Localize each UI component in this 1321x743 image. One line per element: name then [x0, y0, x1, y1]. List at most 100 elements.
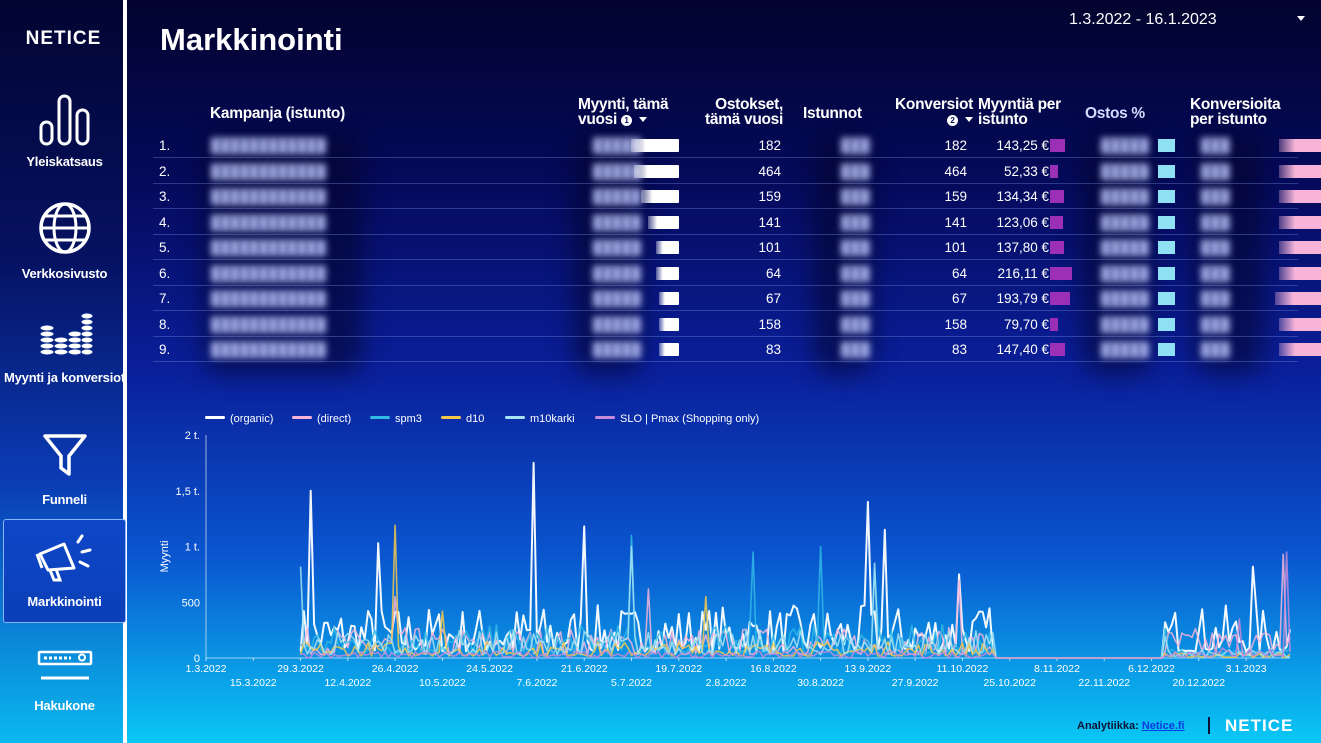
table-row[interactable]: 7. ████████████ █████ 67 ███ 67 193,79 €… [153, 286, 1321, 311]
col-header-sessions[interactable]: Istunnot [803, 105, 862, 122]
footer-brand-logo: NETICE [1225, 716, 1294, 735]
col-header-sales[interactable]: Myynti, tämä vuosi 1 [578, 97, 688, 128]
sales-value-redacted: █████ [593, 138, 641, 153]
sessions-value-redacted: ███ [841, 316, 870, 332]
sales-per-session-bar [1050, 139, 1065, 152]
x-tick-label: 29.3.2022 [277, 663, 324, 675]
sales-per-session-bar [1050, 266, 1072, 280]
footer-credit: Analytiikka: Netice.fi [1077, 720, 1185, 732]
col-header-purchase-pct[interactable]: Ostos % [1085, 105, 1145, 122]
col-header-conv-per-session[interactable]: Konversioita per istunto [1190, 96, 1281, 128]
sales-bar [634, 164, 679, 178]
legend-label: (organic) [230, 413, 274, 425]
legend-item-organic[interactable]: (organic) [205, 413, 273, 425]
sessions-value-redacted: ███ [841, 240, 870, 255]
footer-divider [1208, 717, 1210, 734]
nav-item-yleiskatsaus[interactable]: Yleiskatsaus [3, 90, 126, 170]
row-rank: 7. [159, 291, 171, 306]
purchases-value: 83 [765, 342, 781, 357]
conv-per-session-bar [1279, 190, 1321, 203]
x-tick-label: 8.11.2022 [1034, 663, 1080, 675]
sessions-value-redacted: ███ [841, 189, 870, 204]
sales-per-session-value: 79,70 € [1003, 316, 1049, 332]
col-header-sales-per-session[interactable]: Myyntiä per istunto [978, 96, 1061, 128]
nav-item-hakukone[interactable]: Hakukone [3, 648, 126, 718]
footer-label: Analytiikka: [1077, 720, 1139, 732]
series-line-1 [299, 461, 1291, 659]
series-line-6 [300, 551, 1291, 659]
table-row[interactable]: 2. ████████████ █████ 464 ███ 464 52,33 … [153, 159, 1321, 184]
sales-per-session-bar [1050, 343, 1065, 356]
purchase-pct-bar [1158, 164, 1175, 178]
legend-swatch [205, 416, 225, 419]
legend-item-m10karki[interactable]: m10karki [505, 413, 575, 425]
legend-item-spm3[interactable]: spm3 [370, 413, 422, 425]
coin-stacks-icon [39, 312, 93, 356]
table-row[interactable]: 3. ████████████ █████ 159 ███ 159 134,34… [153, 184, 1321, 209]
y-tick-label: 2 t. [185, 430, 200, 442]
conversions-value: 158 [944, 316, 967, 332]
table-row[interactable]: 9. ████████████ █████ 83 ███ 83 147,40 €… [153, 337, 1321, 362]
sales-bar [659, 317, 679, 331]
date-range-dropdown[interactable]: 1.3.2022 - 16.1.2023 [1055, 10, 1309, 32]
legend-swatch [292, 416, 312, 419]
x-tick-label: 26.4.2022 [372, 663, 419, 675]
conversions-value: 67 [951, 291, 967, 306]
nav-item-markkinointi[interactable]: Markkinointi [3, 519, 126, 623]
purchase-pct-bar [1158, 139, 1175, 152]
legend-item-d10[interactable]: d10 [441, 413, 484, 425]
brand-logo: NETICE [25, 28, 102, 49]
nav-item-myynti-ja-konversiot[interactable]: Myynti ja konversiot [3, 310, 126, 402]
purchase-pct-bar [1158, 317, 1175, 331]
conversions-value: 464 [944, 163, 967, 179]
conv-per-session-bar [1279, 164, 1321, 178]
sessions-value-redacted: ███ [841, 163, 870, 179]
col-header-purchases[interactable]: Ostokset, tämä vuosi [705, 96, 783, 128]
table-row[interactable]: 1. ████████████ █████ 182 ███ 182 143,25… [153, 133, 1321, 158]
purchase-pct-redacted: █████ [1101, 189, 1149, 204]
blur-overlay [813, 134, 873, 374]
footer-link[interactable]: Netice.fi [1141, 720, 1185, 732]
x-tick-label: 3.1.2023 [1226, 663, 1267, 675]
conv-per-session-bar [1279, 139, 1321, 152]
y-tick-label: 500 [182, 597, 200, 609]
conv-per-session-bar [1279, 343, 1321, 356]
sales-per-session-value: 123,06 € [996, 214, 1049, 230]
purchases-value: 158 [758, 316, 781, 332]
table-row[interactable]: 6. ████████████ █████ 64 ███ 64 216,11 €… [153, 261, 1321, 286]
sort-desc-icon [639, 117, 648, 122]
conversions-value: 159 [944, 189, 967, 204]
nav-item-funneli[interactable]: Funneli [3, 430, 126, 510]
table-row[interactable]: 4. ████████████ █████ 141 ███ 141 123,06… [153, 210, 1321, 235]
legend-label: SLO | Pmax (Shopping only) [620, 413, 760, 425]
x-tick-label: 13.9.2022 [845, 663, 892, 675]
purchase-pct-redacted: █████ [1101, 138, 1149, 153]
conversions-value: 64 [951, 265, 967, 281]
blur-overlay [203, 134, 363, 374]
col-header-conversions[interactable]: Konversiot 2 [883, 97, 973, 127]
nav-label: Hakukone [34, 698, 95, 713]
y-tick-label: 0 [194, 653, 200, 665]
purchase-pct-redacted: █████ [1101, 316, 1149, 332]
y-tick-label: 1,5 t. [176, 486, 200, 498]
page-title: Markkinointi [160, 22, 343, 57]
nav-item-verkkosivusto[interactable]: Verkkosivusto [3, 198, 126, 283]
table-row[interactable]: 5. ████████████ █████ 101 ███ 101 137,80… [153, 235, 1321, 260]
col-header-campaign[interactable]: Kampanja (istunto) [210, 105, 345, 122]
x-tick-label: 19.7.2022 [655, 663, 702, 675]
purchase-pct-redacted: █████ [1101, 214, 1149, 230]
purchases-value: 464 [758, 163, 781, 179]
info-icon: 1 [621, 115, 632, 126]
search-bar-icon [37, 650, 92, 680]
legend-item-slo-pmax[interactable]: SLO | Pmax (Shopping only) [595, 413, 759, 425]
legend-label: spm3 [395, 413, 422, 425]
campaign-name-redacted: ████████████ [211, 138, 326, 153]
conv-per-session-redacted: ███ [1201, 138, 1230, 153]
x-tick-label: 11.10.2022 [937, 663, 989, 675]
nav-label: Yleiskatsaus [26, 154, 103, 169]
legend-item-direct[interactable]: (direct) [292, 413, 351, 425]
row-rank: 9. [159, 342, 171, 357]
table-row[interactable]: 8. ████████████ █████ 158 ███ 158 79,70 … [153, 312, 1321, 337]
sales-per-session-bar [1050, 190, 1064, 203]
campaign-name-redacted: ████████████ [211, 214, 326, 230]
